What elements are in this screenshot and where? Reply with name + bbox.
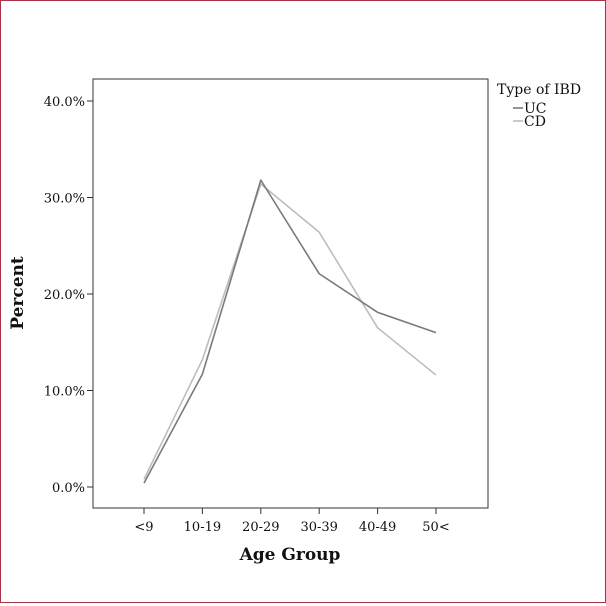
- legend-label-cd: CD: [524, 114, 546, 130]
- series-line-cd: [143, 183, 437, 480]
- x-tick-label: 20-29: [242, 520, 279, 535]
- x-tick-label: <9: [134, 520, 153, 535]
- series-line-uc: [143, 179, 437, 484]
- y-tick-label: 30.0%: [44, 192, 85, 207]
- plot-area: [92, 78, 489, 509]
- series-lines: [143, 179, 437, 484]
- y-axis-title: Percent: [8, 256, 28, 330]
- y-tick-label: 40.0%: [44, 95, 85, 110]
- legend-title: Type of IBD: [497, 82, 581, 98]
- x-axis-title: Age Group: [239, 545, 341, 565]
- y-tick-label: 10.0%: [44, 385, 85, 400]
- x-tick-label: 30-39: [300, 520, 337, 535]
- x-tick-label: 40-49: [359, 520, 396, 535]
- x-tick-label: 10-19: [184, 520, 221, 535]
- y-tick-label: 20.0%: [44, 288, 85, 303]
- legend-label-uc: UC: [524, 101, 547, 117]
- y-axis: 0.0% 10.0% 20.0% 30.0% 40.0%: [44, 95, 93, 496]
- x-axis: <9 10-19 20-29 30-39 40-49 50<: [134, 508, 450, 535]
- y-tick-label: 0.0%: [52, 481, 85, 496]
- x-tick-label: 50<: [422, 520, 449, 535]
